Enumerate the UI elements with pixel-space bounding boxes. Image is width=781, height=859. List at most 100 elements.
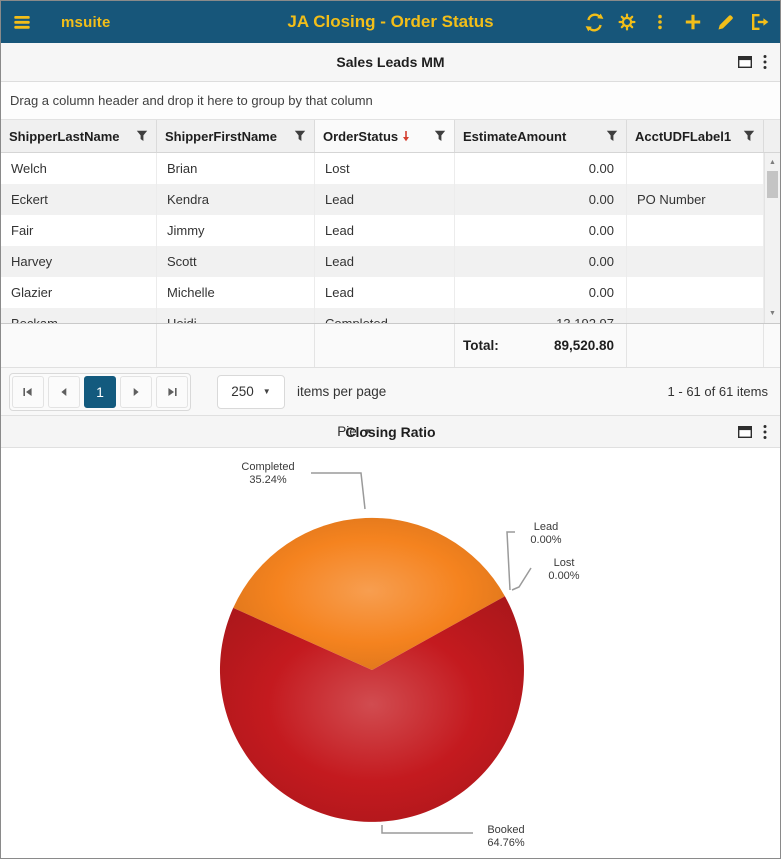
overflow-kebab-icon[interactable]: [649, 11, 671, 33]
chevron-down-icon: ▼: [363, 427, 372, 436]
table-cell: 0.00: [455, 246, 627, 277]
vertical-scrollbar[interactable]: ▲ ▼: [764, 153, 780, 323]
column-label: AcctUDFLabel1: [635, 128, 732, 144]
total-value: 89,520.80: [553, 338, 614, 353]
total-label: Total:: [463, 338, 499, 353]
sort-desc-icon: [403, 131, 410, 142]
table-cell: 0.00: [455, 277, 627, 308]
table-cell: 0.00: [455, 153, 627, 184]
slice-percent: 0.00%: [530, 534, 562, 546]
pager: 1 250 ▼ items per page 1 - 61 of 61 item…: [1, 367, 780, 415]
table-row[interactable]: Eckert Kendra Lead 0.00 PO Number: [1, 184, 780, 215]
next-page-button[interactable]: [120, 375, 152, 408]
footer-cell: [627, 324, 764, 367]
table-row[interactable]: Glazier Michelle Lead 0.00: [1, 277, 780, 308]
column-label: ShipperFirstName: [165, 128, 277, 144]
scrollbar-thumb[interactable]: [767, 171, 778, 198]
grid-panel-title: Sales Leads MM: [336, 54, 445, 70]
table-cell: Michelle: [157, 277, 315, 308]
table-cell: Jimmy: [157, 215, 315, 246]
table-row[interactable]: Fair Jimmy Lead 0.00: [1, 215, 780, 246]
scroll-down-icon[interactable]: ▼: [769, 310, 776, 317]
filter-icon[interactable]: [294, 130, 306, 142]
logout-icon[interactable]: [748, 11, 770, 33]
slice-percent: 35.24%: [249, 474, 287, 486]
page-size-dropdown[interactable]: 250 ▼: [217, 374, 285, 409]
chart-area: Completed 35.24% Lead 0.00% Lost 0.00% B…: [1, 448, 780, 858]
footer-cell: [157, 324, 315, 367]
app-bar: msuite JA Closing - Order Status: [1, 1, 780, 43]
menu-icon[interactable]: [11, 11, 33, 33]
table-cell: Welch: [1, 153, 157, 184]
window-maximize-icon[interactable]: [738, 425, 752, 438]
table-row[interactable]: Welch Brian Lost 0.00: [1, 153, 780, 184]
footer-total-cell: Total: 89,520.80: [455, 324, 627, 367]
window-maximize-icon[interactable]: [738, 56, 752, 68]
table-cell: Eckert: [1, 184, 157, 215]
table-row[interactable]: Harvey Scott Lead 0.00: [1, 246, 780, 277]
table-cell: 0.00: [455, 184, 627, 215]
table-cell: 13,192.97: [455, 308, 627, 323]
table-row[interactable]: BeckamHeidiCompleted13,192.97: [1, 308, 780, 323]
slice-name: Lost: [553, 557, 575, 569]
appbar-actions: [583, 11, 770, 33]
table-cell: Glazier: [1, 277, 157, 308]
column-header-acctudflabel1[interactable]: AcctUDFLabel1: [627, 120, 764, 152]
settings-gear-icon[interactable]: [616, 11, 638, 33]
pie-slice-booked[interactable]: [219, 596, 524, 822]
column-header-orderstatus[interactable]: OrderStatus: [315, 120, 455, 152]
refresh-icon[interactable]: [583, 11, 605, 33]
page-size-value: 250: [231, 384, 254, 399]
footer-scrollbar-spacer: [764, 324, 780, 367]
pie-label-lost: Lost 0.00%: [529, 557, 599, 583]
leader-line-lead: [506, 531, 515, 591]
first-page-button[interactable]: [12, 375, 44, 408]
pager-range-info: 1 - 61 of 61 items: [667, 384, 768, 399]
column-header-shipperlastname[interactable]: ShipperLastName: [1, 120, 157, 152]
panel-kebab-icon[interactable]: [762, 424, 768, 440]
pie-slice-completed[interactable]: [233, 517, 505, 670]
table-cell: Lead: [315, 184, 455, 215]
table-cell: Heidi: [157, 308, 315, 323]
column-header-shipperfirstname[interactable]: ShipperFirstName: [157, 120, 315, 152]
table-cell: [627, 277, 764, 308]
chart-type-dropdown[interactable]: Pie ▼: [337, 424, 371, 439]
filter-icon[interactable]: [606, 130, 618, 142]
grid-body: Welch Brian Lost 0.00 Eckert Kendra Lead 0.00 PO…: [1, 153, 780, 323]
column-label: EstimateAmount: [463, 128, 567, 144]
previous-page-button[interactable]: [48, 375, 80, 408]
page-buttons-group: 1: [9, 372, 191, 411]
scroll-up-icon[interactable]: ▲: [769, 159, 776, 166]
filter-icon[interactable]: [434, 130, 446, 142]
closing-ratio-pie-chart[interactable]: [1, 448, 780, 858]
group-by-drop-zone[interactable]: Drag a column header and drop it here to…: [1, 82, 780, 120]
leader-line-completed: [311, 472, 366, 510]
footer-cell: [315, 324, 455, 367]
items-per-page-label: items per page: [297, 384, 387, 399]
slice-percent: 0.00%: [548, 570, 580, 582]
slice-name: Booked: [487, 824, 525, 836]
table-cell: Fair: [1, 215, 157, 246]
edit-pencil-icon[interactable]: [715, 11, 737, 33]
filter-icon[interactable]: [136, 130, 148, 142]
table-cell: [627, 246, 764, 277]
panel-kebab-icon[interactable]: [762, 54, 768, 70]
last-page-button[interactable]: [156, 375, 188, 408]
chart-panel-title: Closing Ratio: [345, 423, 436, 440]
table-cell: Lead: [315, 246, 455, 277]
slice-name: Lead: [533, 521, 559, 533]
table-cell: Lead: [315, 215, 455, 246]
add-icon[interactable]: [682, 11, 704, 33]
pie-label-completed: Completed 35.24%: [213, 461, 323, 487]
chevron-down-icon: ▼: [262, 387, 271, 396]
column-header-estimateamount[interactable]: EstimateAmount: [455, 120, 627, 152]
current-page-button[interactable]: 1: [84, 375, 116, 408]
table-cell: Lost: [315, 153, 455, 184]
column-label: OrderStatus: [323, 128, 399, 144]
grid-panel-icons: [738, 54, 768, 70]
grid-rows: Welch Brian Lost 0.00 Eckert Kendra Lead 0.00 PO…: [1, 153, 780, 323]
chart-type-value: Pie: [337, 424, 357, 439]
filter-icon[interactable]: [743, 130, 755, 142]
table-cell: [627, 308, 764, 323]
